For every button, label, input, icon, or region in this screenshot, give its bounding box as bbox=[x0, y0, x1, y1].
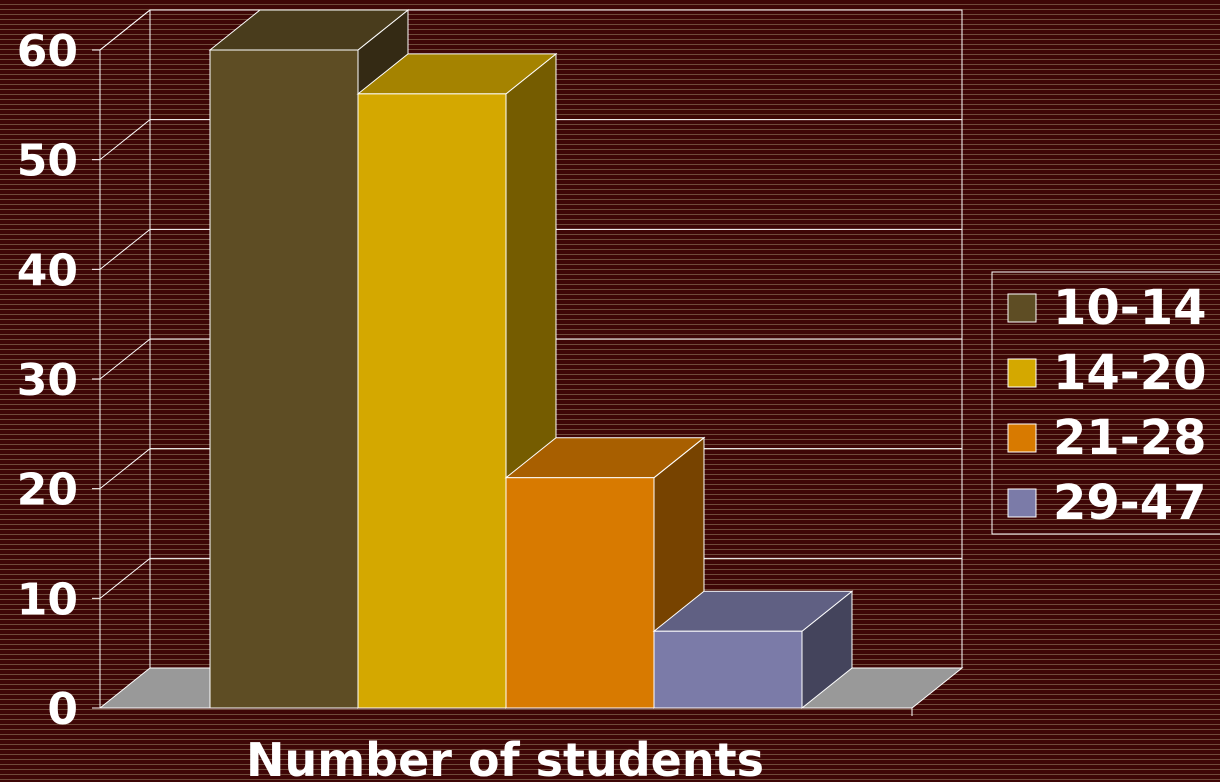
legend-swatch bbox=[1007, 488, 1037, 518]
legend: 10-14 14-20 21-28 29-47 bbox=[991, 271, 1220, 535]
y-tick-label: 30 bbox=[17, 355, 78, 406]
legend-item: 29-47 bbox=[1007, 475, 1207, 531]
bar bbox=[504, 436, 706, 710]
legend-item: 21-28 bbox=[1007, 410, 1207, 466]
legend-swatch bbox=[1007, 358, 1037, 388]
legend-box bbox=[991, 271, 1220, 535]
y-tick-label: 10 bbox=[17, 574, 78, 625]
y-tick-label: 40 bbox=[17, 245, 78, 296]
bars bbox=[208, 8, 854, 710]
legend-item: 14-20 bbox=[1007, 345, 1207, 401]
y-tick-label: 20 bbox=[17, 465, 78, 516]
y-tick-label: 50 bbox=[17, 136, 78, 187]
gridline bbox=[99, 119, 962, 161]
bar-front bbox=[653, 630, 803, 709]
legend-item: 10-14 bbox=[1007, 280, 1207, 336]
legend-swatch bbox=[1007, 293, 1037, 323]
legend-label: 10-14 bbox=[1053, 280, 1207, 336]
y-tick-label: 0 bbox=[47, 684, 78, 735]
gridline bbox=[99, 228, 962, 270]
gridlines bbox=[99, 9, 962, 599]
bar-front bbox=[505, 477, 655, 709]
gridline bbox=[99, 9, 962, 51]
bar-front bbox=[357, 93, 507, 709]
legend-label: 14-20 bbox=[1053, 345, 1207, 401]
legend-label: 29-47 bbox=[1053, 475, 1207, 531]
y-tick-label: 60 bbox=[17, 26, 78, 77]
y-axis-ticks: 0 10 20 30 40 50 60 bbox=[17, 26, 100, 735]
bar bbox=[652, 590, 854, 710]
legend-swatch bbox=[1007, 423, 1037, 453]
bar-front bbox=[209, 49, 359, 709]
gridline bbox=[99, 338, 962, 380]
legend-label: 21-28 bbox=[1053, 410, 1207, 466]
x-axis-label: Number of students bbox=[246, 733, 764, 782]
